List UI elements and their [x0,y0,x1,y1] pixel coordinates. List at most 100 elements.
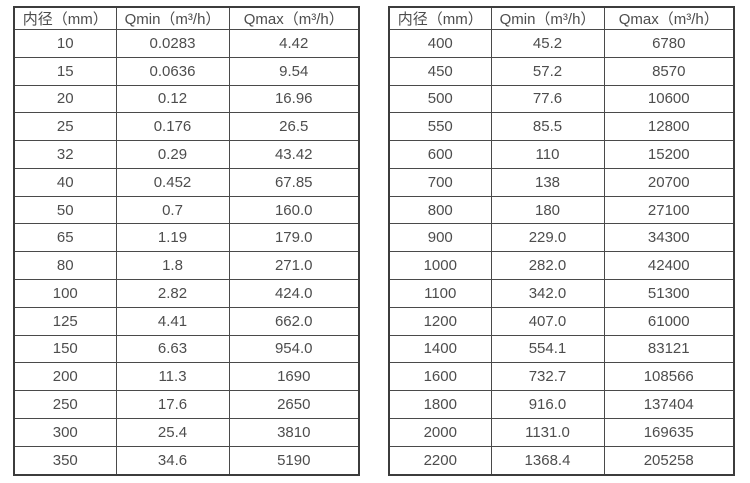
header-row: 内径（mm） Qmin（m³/h） Qmax（m³/h） [388,6,735,30]
table-cell: 138 [490,167,605,197]
table-cell: 9.54 [228,56,360,86]
table-cell: 407.0 [490,306,605,336]
table-cell: 6.63 [115,334,230,364]
table-cell: 271.0 [228,251,360,281]
table-cell: 40 [13,167,117,197]
table-cell: 1000 [388,251,492,281]
table-cell: 83121 [603,334,735,364]
table-cell: 554.1 [490,334,605,364]
table-cell: 67.85 [228,167,360,197]
table-cell: 12800 [603,112,735,142]
table-cell: 342.0 [490,279,605,308]
table-cell: 300 [13,417,117,447]
table-row: 10 0.0283 4.42 [13,29,360,58]
table-cell: 51300 [603,279,735,308]
table-cell: 1.19 [115,223,230,253]
table-cell: 65 [13,223,117,253]
table-row: 32 0.29 43.42 [13,140,360,169]
table-row: 2200 1368.4 205258 [388,445,735,476]
table-cell: 179.0 [228,223,360,253]
table-cell: 15200 [603,140,735,169]
table-cell: 57.2 [490,56,605,86]
table-row: 150 6.63 954.0 [13,334,360,364]
table-cell: 424.0 [228,279,360,308]
table-cell: 150 [13,334,117,364]
table-cell: 400 [388,29,492,58]
flow-table-small-diameters: 内径（mm） Qmin（m³/h） Qmax（m³/h） 10 0.0283 4.42 15… [13,6,360,476]
table-cell: 125 [13,306,117,336]
table-cell: 80 [13,251,117,281]
table-cell: 27100 [603,195,735,225]
table-row: 700 138 20700 [388,167,735,197]
table-row: 450 57.2 8570 [388,56,735,86]
table-cell: 0.12 [115,84,230,114]
table-cell: 0.0283 [115,29,230,58]
table-cell: 2650 [228,390,360,419]
table-cell: 77.6 [490,84,605,114]
table-cell: 800 [388,195,492,225]
table-row: 1200 407.0 61000 [388,306,735,336]
table-cell: 42400 [603,251,735,281]
table-row: 20 0.12 16.96 [13,84,360,114]
table-row: 250 17.6 2650 [13,390,360,419]
table-row: 400 45.2 6780 [388,29,735,58]
table-row: 300 25.4 3810 [13,417,360,447]
table-cell: 732.7 [490,362,605,392]
table-cell: 954.0 [228,334,360,364]
table-cell: 1368.4 [490,445,605,476]
table-cell: 229.0 [490,223,605,253]
table-row: 800 180 27100 [388,195,735,225]
table-cell: 1600 [388,362,492,392]
table-row: 125 4.41 662.0 [13,306,360,336]
table-cell: 8570 [603,56,735,86]
table-cell: 61000 [603,306,735,336]
table-cell: 1400 [388,334,492,364]
table-cell: 180 [490,195,605,225]
table-cell: 16.96 [228,84,360,114]
table-cell: 100 [13,279,117,308]
table-cell: 32 [13,140,117,169]
column-header: 内径（mm） [388,6,492,30]
table-row: 15 0.0636 9.54 [13,56,360,86]
table-row: 900 229.0 34300 [388,223,735,253]
table-row: 80 1.8 271.0 [13,251,360,281]
table-cell: 2000 [388,417,492,447]
table-cell: 169635 [603,417,735,447]
table-cell: 2.82 [115,279,230,308]
table-cell: 600 [388,140,492,169]
flow-table-large-diameters: 内径（mm） Qmin（m³/h） Qmax（m³/h） 400 45.2 6780 450… [388,6,735,476]
table-cell: 50 [13,195,117,225]
table-cell: 0.7 [115,195,230,225]
table-row: 2000 1131.0 169635 [388,417,735,447]
table-row: 350 34.6 5190 [13,445,360,476]
table-cell: 25.4 [115,417,230,447]
table-cell: 15 [13,56,117,86]
table-cell: 550 [388,112,492,142]
table-cell: 3810 [228,417,360,447]
table-cell: 85.5 [490,112,605,142]
table-cell: 25 [13,112,117,142]
table-cell: 2200 [388,445,492,476]
table-cell: 0.176 [115,112,230,142]
table-cell: 45.2 [490,29,605,58]
table-cell: 250 [13,390,117,419]
table-cell: 10 [13,29,117,58]
table-row: 600 110 15200 [388,140,735,169]
column-header: Qmin（m³/h） [115,6,230,30]
table-cell: 160.0 [228,195,360,225]
table-cell: 0.29 [115,140,230,169]
table-cell: 916.0 [490,390,605,419]
table-cell: 450 [388,56,492,86]
table-cell: 350 [13,445,117,476]
table-cell: 662.0 [228,306,360,336]
table-cell: 11.3 [115,362,230,392]
table-cell: 20 [13,84,117,114]
table-cell: 1800 [388,390,492,419]
table-row: 50 0.7 160.0 [13,195,360,225]
table-cell: 137404 [603,390,735,419]
table-cell: 1.8 [115,251,230,281]
table-cell: 200 [13,362,117,392]
table-cell: 17.6 [115,390,230,419]
table-cell: 34.6 [115,445,230,476]
table-row: 1400 554.1 83121 [388,334,735,364]
